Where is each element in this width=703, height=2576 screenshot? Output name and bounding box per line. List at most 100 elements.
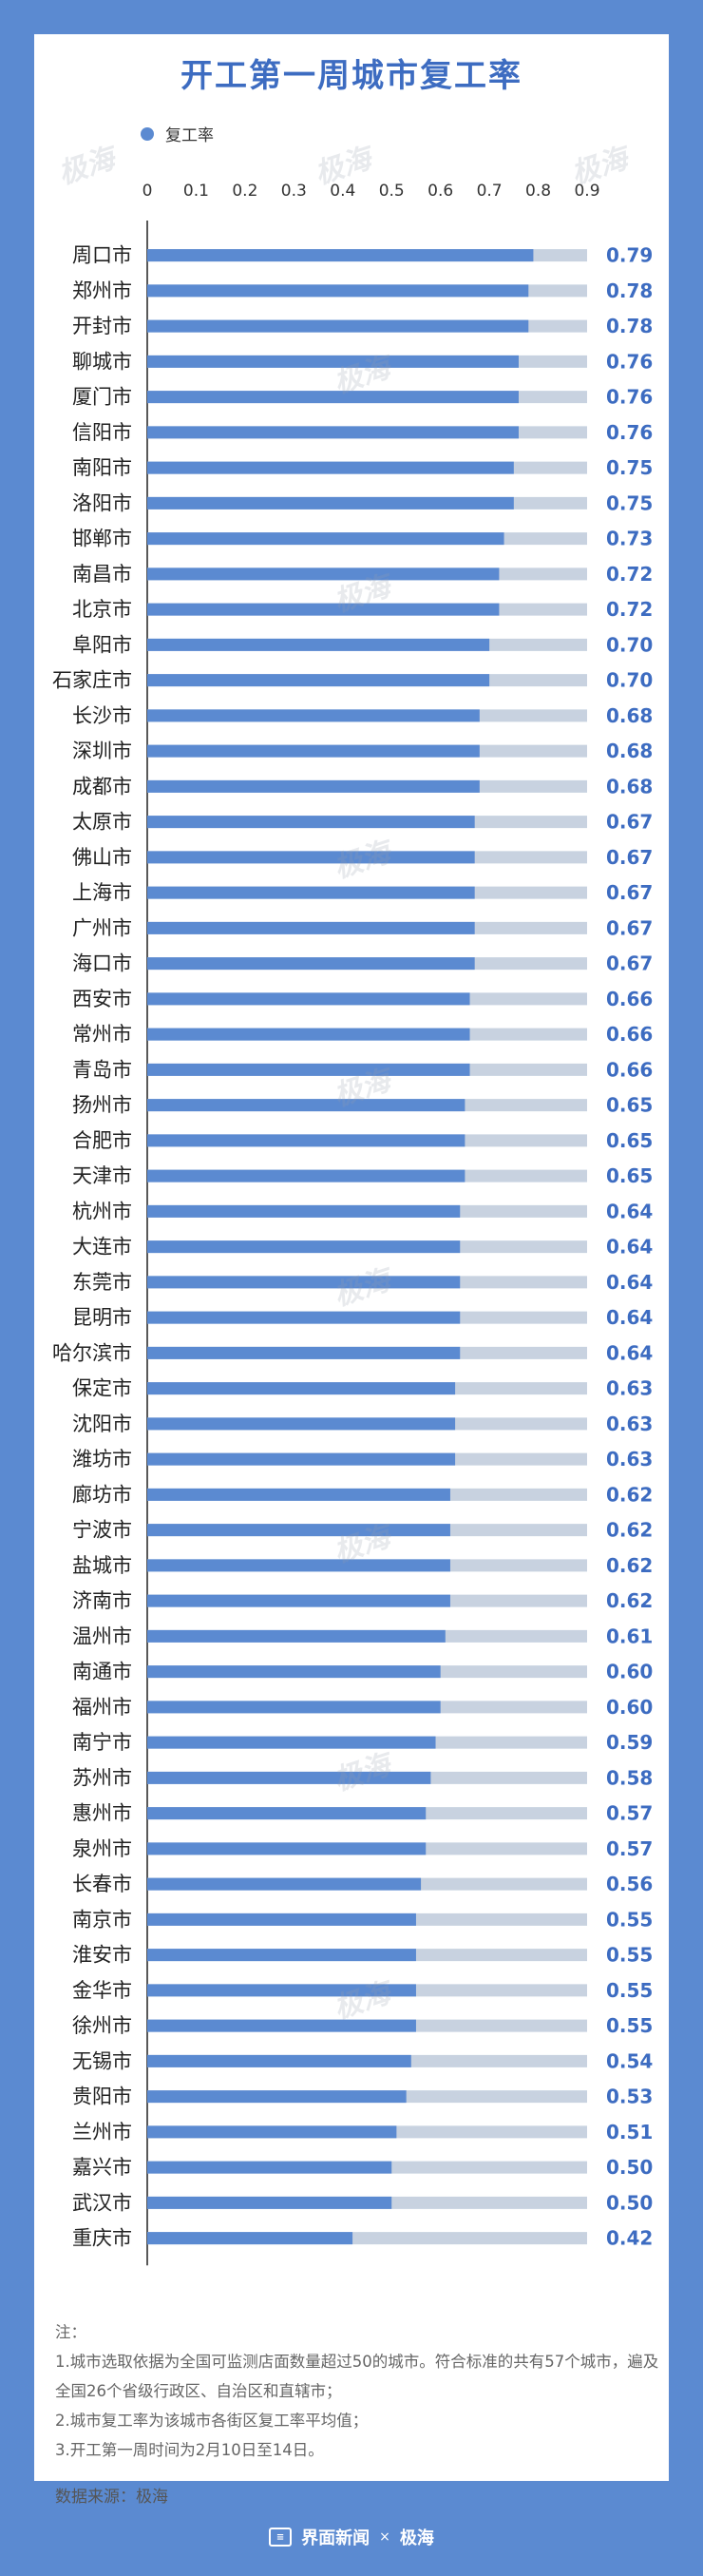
value-label: 0.57 <box>606 1802 653 1825</box>
value-label: 0.62 <box>606 1589 653 1612</box>
legend-swatch <box>141 126 154 141</box>
value-label: 0.57 <box>606 1837 653 1860</box>
notes-line-2: 2.城市复工率为该城市各街区复工率平均值； <box>55 2412 369 2430</box>
category-label: 厦门市 <box>72 386 132 409</box>
category-label: 徐州市 <box>72 2014 132 2037</box>
category-label: 长沙市 <box>72 704 132 727</box>
bar <box>147 1240 461 1254</box>
bar <box>147 1346 461 1359</box>
bar <box>147 1984 416 1997</box>
bar <box>147 1701 441 1714</box>
category-label: 宁波市 <box>72 1519 132 1542</box>
value-label: 0.65 <box>606 1164 653 1187</box>
value-label: 0.66 <box>606 1058 653 1081</box>
category-label: 邯郸市 <box>72 528 132 550</box>
bar <box>147 461 514 474</box>
footer: ≡ 界面新闻 × 极海 <box>0 2525 703 2549</box>
value-label: 0.51 <box>606 2121 653 2143</box>
x-tick-label: 0 <box>142 182 153 201</box>
category-label: 信阳市 <box>72 421 132 444</box>
bar <box>147 709 480 722</box>
bar <box>147 391 519 404</box>
value-label: 0.76 <box>606 386 653 409</box>
category-label: 青岛市 <box>72 1058 132 1081</box>
bar <box>147 1452 456 1466</box>
value-label: 0.75 <box>606 491 653 514</box>
category-label: 潍坊市 <box>72 1448 132 1471</box>
category-label: 沈阳市 <box>72 1413 132 1435</box>
category-label: 昆明市 <box>72 1306 132 1329</box>
value-label: 0.76 <box>606 421 653 444</box>
bar <box>147 1311 461 1324</box>
value-label: 0.64 <box>606 1271 653 1294</box>
category-label: 常州市 <box>72 1023 132 1046</box>
value-label: 0.67 <box>606 846 653 869</box>
category-label: 大连市 <box>72 1236 132 1259</box>
bar <box>147 426 519 439</box>
category-label: 西安市 <box>72 988 132 1010</box>
value-label: 0.72 <box>606 598 653 621</box>
category-label: 海口市 <box>72 952 132 975</box>
value-label: 0.63 <box>606 1413 653 1435</box>
bar <box>147 1913 416 1926</box>
notes-line-1: 1.城市选取依据为全国可监测店面数量超过50的城市。符合标准的共有57个城市，遍… <box>55 2353 659 2400</box>
bar <box>147 1382 456 1395</box>
value-label: 0.68 <box>606 740 653 762</box>
category-label: 郑州市 <box>72 279 132 302</box>
bar <box>147 1629 446 1643</box>
value-label: 0.54 <box>606 2049 653 2072</box>
category-label: 南宁市 <box>72 1731 132 1754</box>
category-label: 石家庄市 <box>52 669 132 692</box>
value-label: 0.63 <box>606 1448 653 1471</box>
category-label: 武汉市 <box>72 2191 132 2214</box>
category-label: 成都市 <box>72 775 132 798</box>
category-label: 开封市 <box>72 315 132 337</box>
value-label: 0.65 <box>606 1129 653 1152</box>
category-label: 洛阳市 <box>72 491 132 514</box>
category-label: 重庆市 <box>72 2227 132 2250</box>
bar <box>147 744 480 758</box>
category-label: 惠州市 <box>72 1802 132 1825</box>
category-label: 东莞市 <box>72 1271 132 1294</box>
category-label: 南京市 <box>72 1908 132 1931</box>
x-tick-label: 0.4 <box>330 182 355 201</box>
bar <box>147 249 534 262</box>
bar <box>147 1665 441 1679</box>
category-label: 苏州市 <box>72 1766 132 1789</box>
value-label: 0.63 <box>606 1377 653 1400</box>
bar <box>147 851 475 864</box>
footer-separator: × <box>379 2529 390 2545</box>
legend: 复工率 <box>141 122 214 145</box>
value-label: 0.78 <box>606 279 653 302</box>
bar <box>147 1807 427 1820</box>
value-label: 0.70 <box>606 633 653 656</box>
bar <box>147 284 529 298</box>
value-label: 0.62 <box>606 1483 653 1506</box>
bar <box>147 319 529 333</box>
category-label: 济南市 <box>72 1589 132 1612</box>
x-tick-label: 0.9 <box>574 182 599 201</box>
bar <box>147 1559 450 1572</box>
category-label: 兰州市 <box>72 2121 132 2143</box>
category-label: 南昌市 <box>72 563 132 586</box>
bar <box>147 496 514 509</box>
bar <box>147 2196 392 2209</box>
category-label: 阜阳市 <box>72 633 132 656</box>
category-label: 嘉兴市 <box>72 2156 132 2179</box>
bar <box>147 2090 407 2104</box>
data-source: 数据来源：极海 <box>55 2488 168 2507</box>
category-label: 深圳市 <box>72 740 132 762</box>
value-label: 0.67 <box>606 811 653 834</box>
bar <box>147 1134 466 1147</box>
bar <box>147 1028 470 1041</box>
value-label: 0.76 <box>606 350 653 373</box>
bar <box>147 1099 466 1112</box>
x-tick-label: 0.6 <box>428 182 453 201</box>
value-label: 0.55 <box>606 1979 653 2002</box>
bar <box>147 2125 397 2139</box>
bar <box>147 1524 450 1537</box>
category-label: 福州市 <box>72 1696 132 1719</box>
bar <box>147 1949 416 1962</box>
value-label: 0.72 <box>606 563 653 586</box>
notes-line-3: 3.开工第一周时间为2月10日至14日。 <box>55 2441 324 2459</box>
